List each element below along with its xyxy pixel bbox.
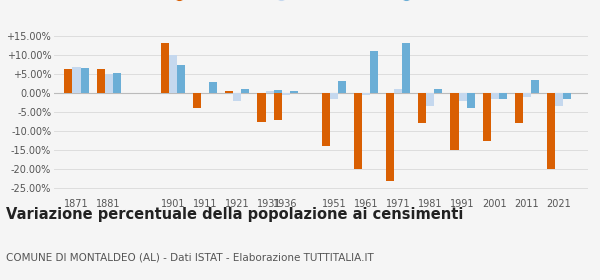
Bar (233, 93, 241, 101)
Bar (338, 81, 346, 93)
Bar (225, 91, 233, 93)
Bar (563, 93, 571, 99)
Bar (73, 67, 80, 93)
Bar (418, 93, 427, 123)
Bar (209, 82, 217, 93)
Bar (499, 93, 507, 99)
Bar (169, 55, 177, 93)
Bar (402, 43, 410, 93)
Bar (113, 73, 121, 93)
Bar (290, 91, 298, 93)
Bar (177, 66, 185, 93)
Bar (266, 91, 274, 93)
Bar (97, 69, 104, 93)
Bar (104, 74, 113, 93)
Bar (547, 93, 555, 169)
Bar (394, 89, 402, 93)
Bar (491, 93, 499, 99)
Bar (458, 93, 467, 101)
Bar (370, 51, 378, 93)
Bar (427, 93, 434, 106)
Bar (193, 93, 201, 108)
Bar (523, 93, 531, 97)
Bar (531, 80, 539, 93)
Bar (274, 90, 281, 93)
Bar (451, 93, 458, 150)
Bar (64, 69, 73, 93)
Bar (330, 93, 338, 99)
Text: Variazione percentuale della popolazione ai censimenti: Variazione percentuale della popolazione… (6, 207, 463, 222)
Bar (257, 93, 266, 122)
Text: COMUNE DI MONTALDEO (AL) - Dati ISTAT - Elaborazione TUTTITALIA.IT: COMUNE DI MONTALDEO (AL) - Dati ISTAT - … (6, 252, 374, 262)
Bar (241, 89, 250, 93)
Bar (482, 93, 491, 141)
Bar (80, 68, 89, 93)
Bar (467, 93, 475, 108)
Bar (555, 93, 563, 106)
Bar (161, 43, 169, 93)
Bar (515, 93, 523, 123)
Bar (322, 93, 330, 146)
Bar (434, 89, 442, 93)
Legend: Montaldeo, Provincia di AL, Piemonte: Montaldeo, Provincia di AL, Piemonte (163, 0, 479, 5)
Bar (362, 93, 370, 95)
Bar (386, 93, 394, 181)
Bar (354, 93, 362, 169)
Bar (274, 93, 281, 120)
Bar (281, 93, 290, 95)
